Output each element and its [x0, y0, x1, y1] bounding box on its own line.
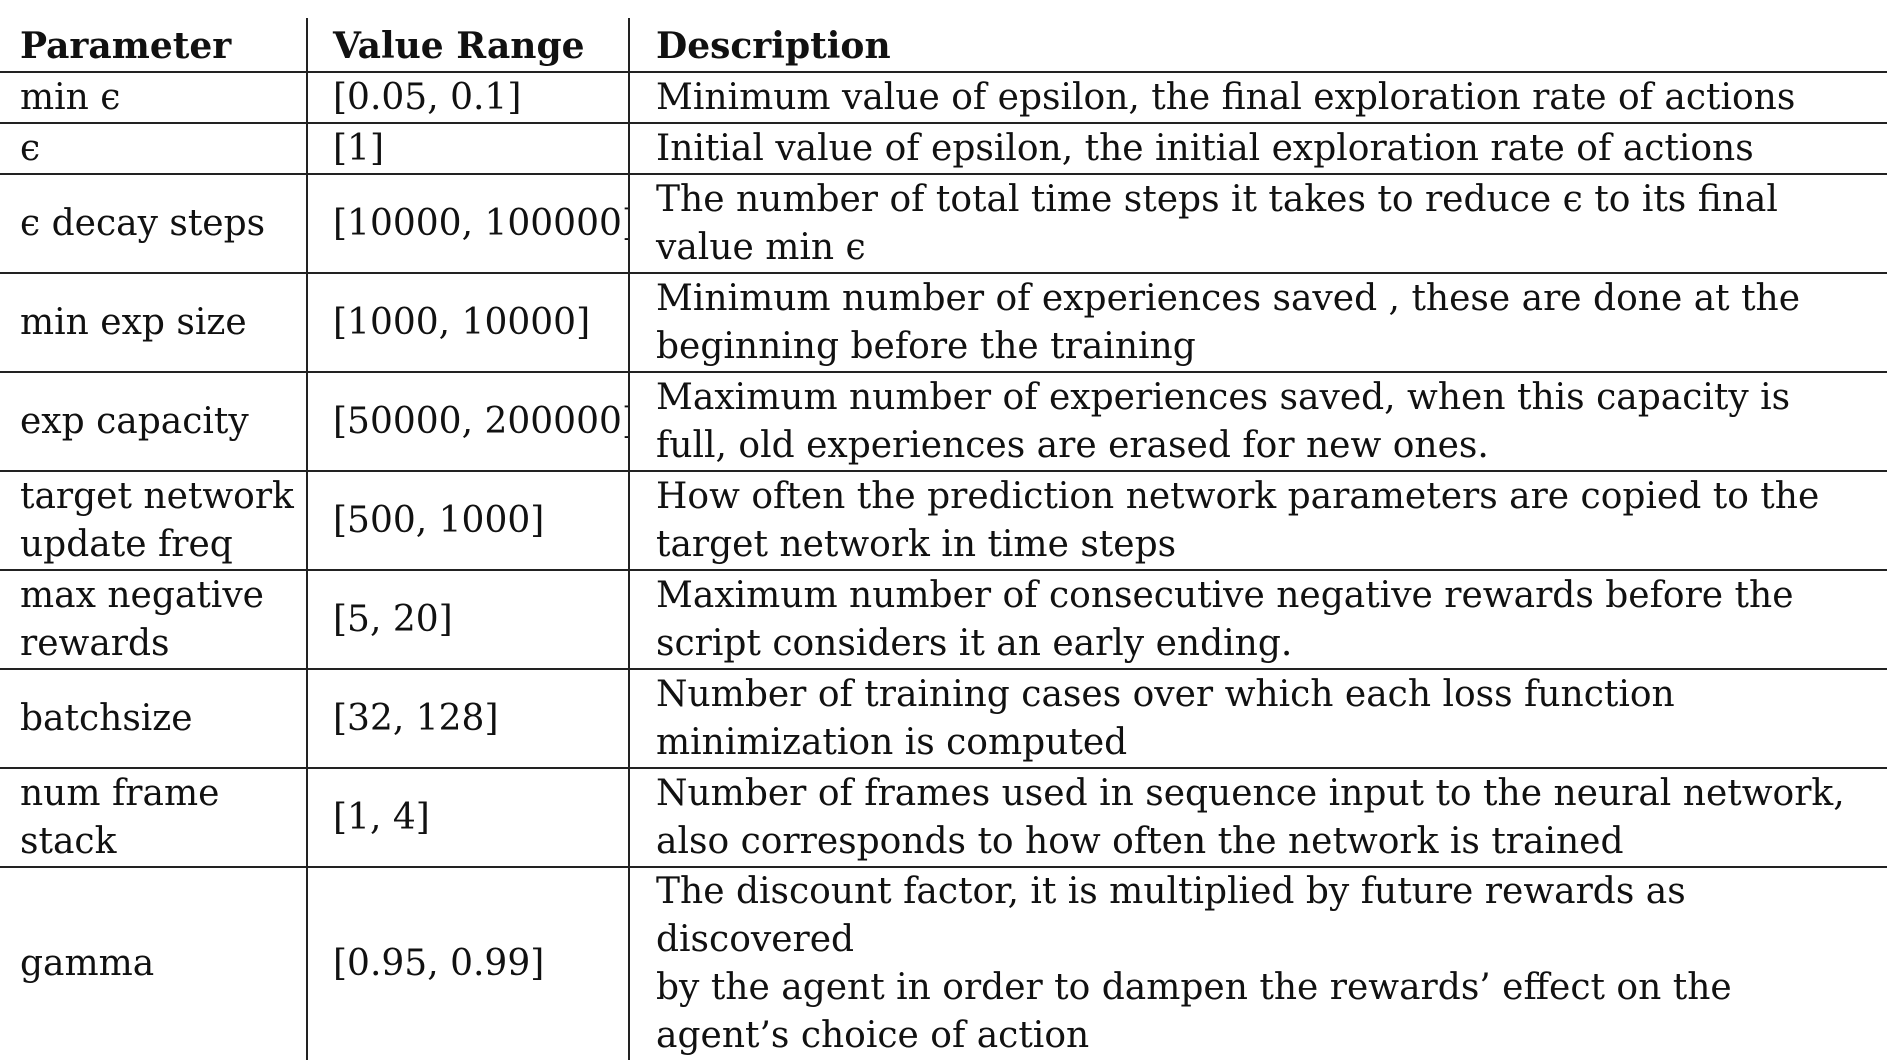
parameter-line: max negative [20, 574, 264, 616]
parameter-line: update freq [20, 523, 233, 565]
cell-parameter: target network update freq [0, 471, 308, 571]
description-line: Initial value of epsilon, the initial ex… [656, 127, 1754, 169]
header-parameter: Parameter [0, 18, 308, 73]
parameter-line: gamma [20, 943, 155, 984]
table-header: Parameter Value Range Description [0, 18, 1887, 73]
table-row: gamma [0.95, 0.99] The discount factor, it… [0, 867, 1887, 1060]
description-line: Number of frames used in sequence input … [656, 772, 1845, 814]
table-row: exp capacity [50000, 200000] Maximum numbe… [0, 372, 1887, 472]
cell-description: Number of frames used in sequence input … [629, 768, 1887, 868]
parameter-line: min ϵ [20, 76, 121, 118]
cell-value-range: [1000, 10000] [307, 273, 630, 373]
description-line: minimization is computed [656, 721, 1128, 763]
parameter-line: target network [20, 475, 294, 517]
table-row: num frame stack [1, 4] Number of frames use… [0, 768, 1887, 868]
cell-parameter: ϵ [0, 123, 308, 175]
cell-parameter: gamma [0, 867, 308, 1060]
description-line: The number of total time steps it takes … [656, 178, 1778, 220]
header-description: Description [629, 18, 1887, 73]
parameter-line: batchsize [20, 697, 193, 739]
description-line: The discount factor, it is multiplied by… [656, 871, 1686, 960]
cell-parameter: batchsize [0, 669, 308, 769]
description-line: agent’s choice of action [656, 1015, 1090, 1056]
cell-parameter: max negative rewards [0, 570, 308, 670]
description-line: beginning before the training [656, 325, 1196, 367]
description-line: value min ϵ [656, 226, 866, 268]
description-line: Number of training cases over which each… [656, 673, 1675, 715]
cell-value-range: [0.05, 0.1] [307, 72, 630, 124]
parameter-line: ϵ [20, 127, 41, 169]
parameter-line: ϵ decay steps [20, 202, 266, 244]
cell-description: Number of training cases over which each… [629, 669, 1887, 769]
description-line: script considers it an early ending. [656, 622, 1293, 664]
cell-description: The number of total time steps it takes … [629, 174, 1887, 274]
description-line: Minimum value of epsilon, the final expl… [656, 76, 1796, 118]
table-row: min exp size [1000, 10000] Minimum number … [0, 273, 1887, 373]
table-row: batchsize [32, 128] Number of training cas… [0, 669, 1887, 769]
description-line: full, old experiences are erased for new… [656, 424, 1489, 466]
cell-value-range: [5, 20] [307, 570, 630, 670]
description-line: How often the prediction network paramet… [656, 475, 1820, 517]
cell-description: Minimum number of experiences saved , th… [629, 273, 1887, 373]
parameter-line: exp capacity [20, 400, 249, 442]
cell-description: How often the prediction network paramet… [629, 471, 1887, 571]
description-line: Maximum number of experiences saved, whe… [656, 376, 1791, 418]
cell-value-range: [10000, 100000] [307, 174, 630, 274]
cell-parameter: min exp size [0, 273, 308, 373]
cell-parameter: ϵ decay steps [0, 174, 308, 274]
header-row: Parameter Value Range Description [0, 18, 1887, 73]
cell-description: Initial value of epsilon, the initial ex… [629, 123, 1887, 175]
table-row: ϵ [1] Initial value of epsilon, the initia… [0, 123, 1887, 175]
cell-value-range: [1, 4] [307, 768, 630, 868]
header-value-range: Value Range [307, 18, 630, 73]
cell-value-range: [0.95, 0.99] [307, 867, 630, 1060]
description-line: Minimum number of experiences saved , th… [656, 277, 1801, 319]
description-line: Maximum number of consecutive negative r… [656, 574, 1794, 616]
parameter-line: stack [20, 820, 117, 862]
cell-value-range: [1] [307, 123, 630, 175]
cell-description: Maximum number of consecutive negative r… [629, 570, 1887, 670]
cell-description: Maximum number of experiences saved, whe… [629, 372, 1887, 472]
cell-parameter: min ϵ [0, 72, 308, 124]
parameter-table: Parameter Value Range Description min ϵ [… [0, 18, 1887, 1060]
parameter-line: min exp size [20, 301, 247, 343]
table-row: max negative rewards [5, 20] Maximum number… [0, 570, 1887, 670]
table-row: target network update freq [500, 1000] How … [0, 471, 1887, 571]
description-line: also corresponds to how often the networ… [656, 820, 1624, 862]
cell-value-range: [500, 1000] [307, 471, 630, 571]
table-body: min ϵ [0.05, 0.1] Minimum value of epsilon… [0, 72, 1887, 1060]
cell-parameter: exp capacity [0, 372, 308, 472]
cell-parameter: num frame stack [0, 768, 308, 868]
parameter-line: num frame [20, 772, 220, 814]
description-line: by the agent in order to dampen the rewa… [656, 967, 1732, 1008]
document-page: Parameter Value Range Description min ϵ [… [0, 18, 1887, 1060]
cell-value-range: [32, 128] [307, 669, 630, 769]
description-line: target network in time steps [656, 523, 1177, 565]
parameter-line: rewards [20, 622, 170, 664]
cell-description: The discount factor, it is multiplied by… [629, 867, 1887, 1060]
table-row: min ϵ [0.05, 0.1] Minimum value of epsilon… [0, 72, 1887, 124]
cell-description: Minimum value of epsilon, the final expl… [629, 72, 1887, 124]
table-row: ϵ decay steps [10000, 100000] The number o… [0, 174, 1887, 274]
cell-value-range: [50000, 200000] [307, 372, 630, 472]
